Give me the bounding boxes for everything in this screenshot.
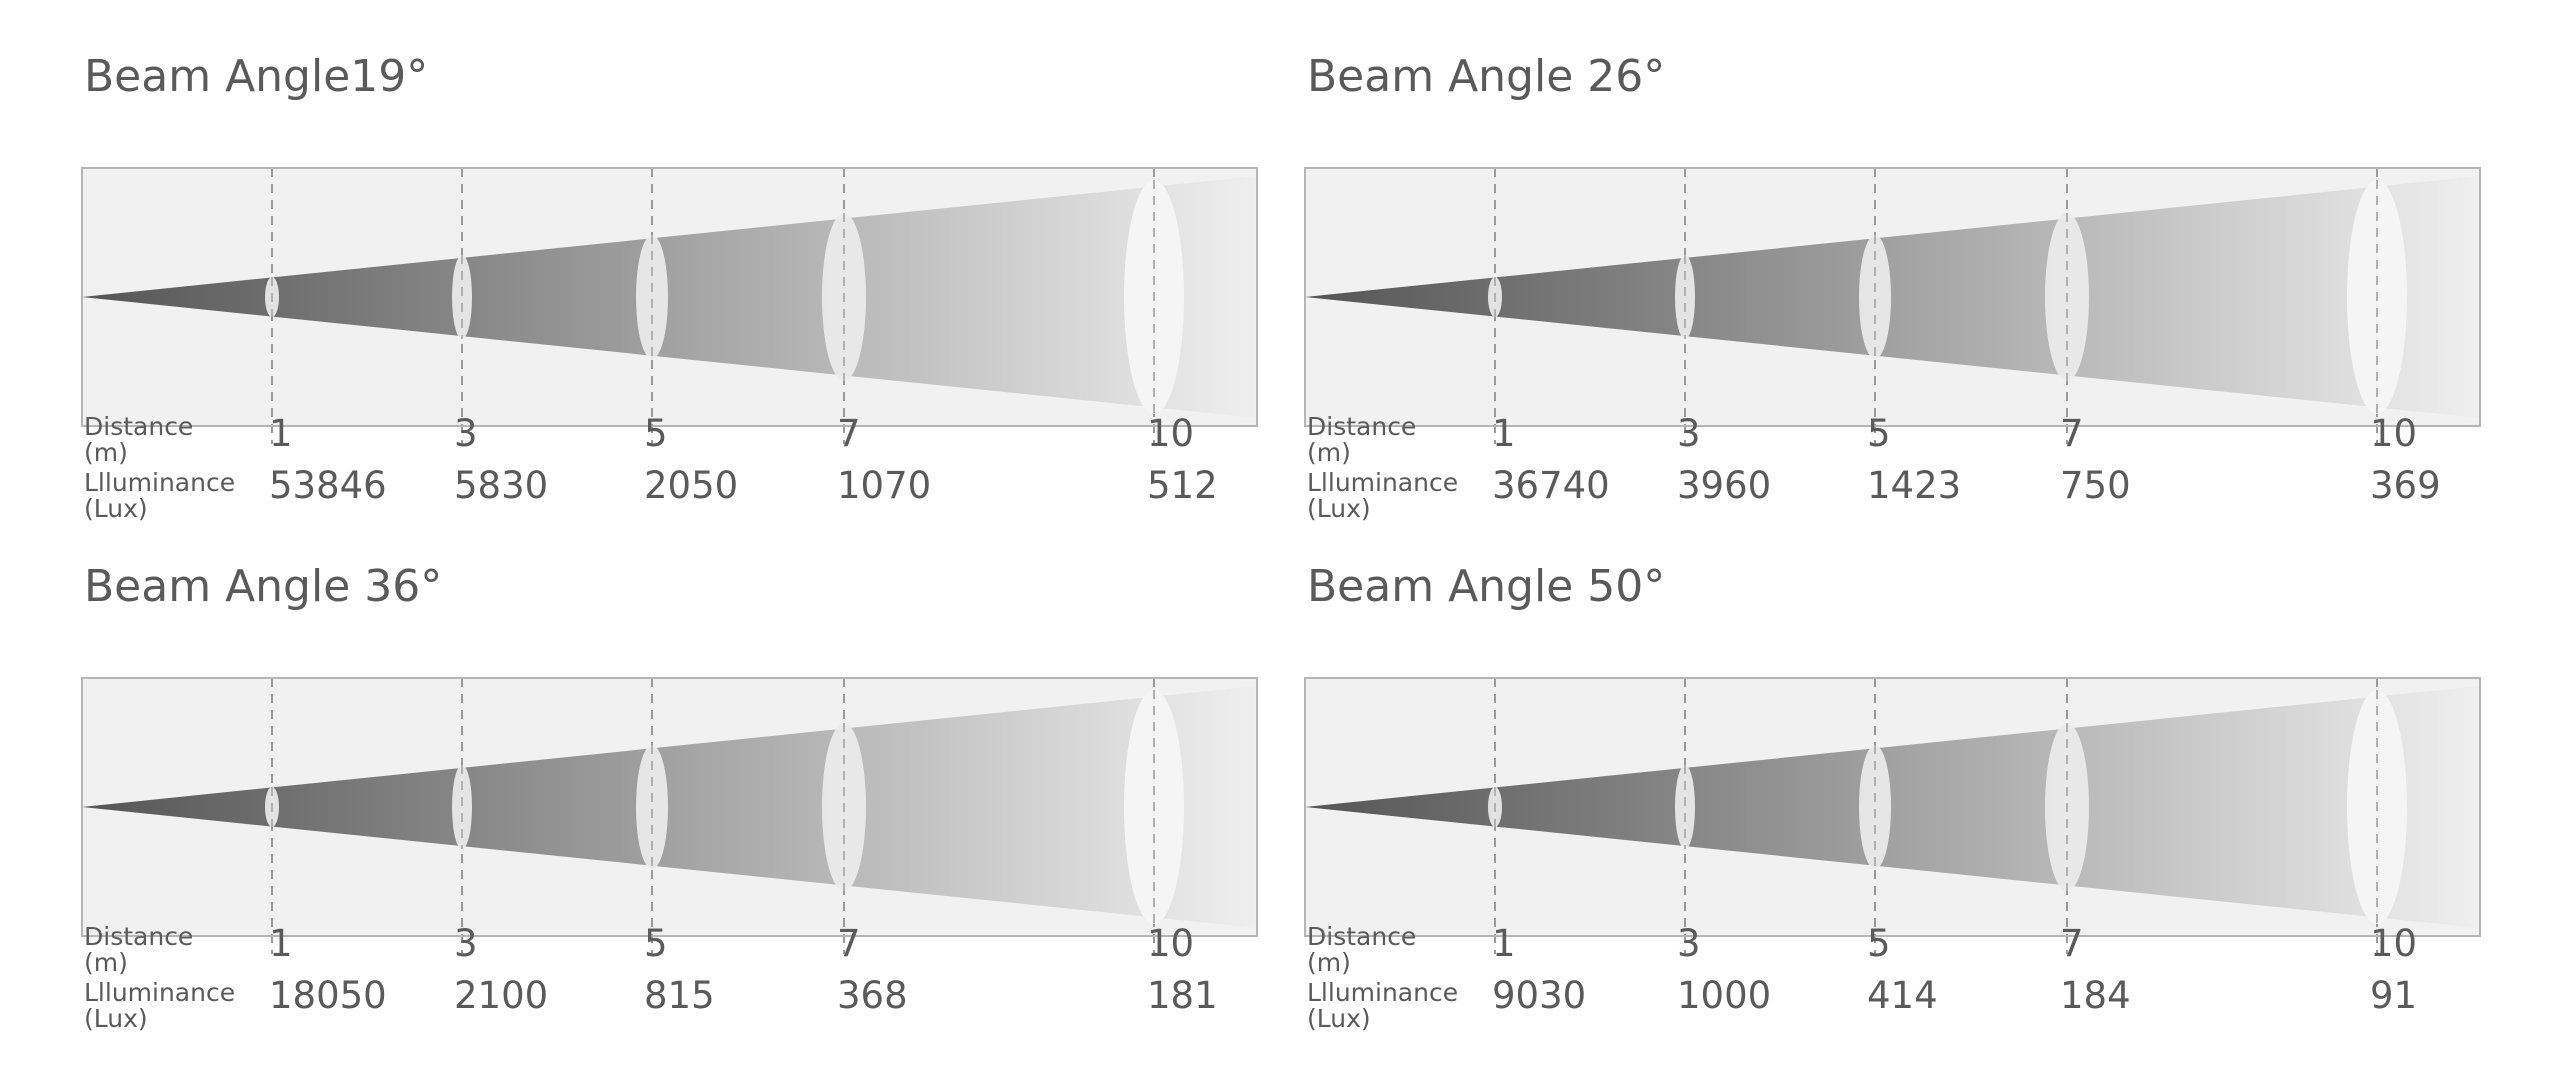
illuminance-value: 2050 <box>644 464 739 507</box>
illuminance-value: 1423 <box>1867 464 1962 507</box>
distance-value: 7 <box>837 412 861 455</box>
illuminance-value: 5830 <box>454 464 549 507</box>
distance-value: 3 <box>454 922 478 965</box>
beam-panel: Beam Angle 26° Distance (m) Llluminance (Lux… <box>1304 51 2485 562</box>
label-line: Distance <box>84 922 194 951</box>
distance-row-label: Distance (m) <box>1307 414 1416 466</box>
distance-row-label: Distance (m) <box>84 414 193 466</box>
distance-value: 1 <box>1492 412 1516 455</box>
distance-row-label: Distance (m) <box>84 924 193 976</box>
label-line: (m) <box>84 948 128 977</box>
illuminance-value: 512 <box>1147 464 1218 507</box>
beam-panel: Beam Angle 36° Distance (m) Llluminance (Lux… <box>81 561 1262 1072</box>
beam-cone <box>82 176 1257 418</box>
distance-value: 1 <box>1492 922 1516 965</box>
distance-value: 3 <box>1677 922 1701 965</box>
distance-value: 7 <box>2060 412 2084 455</box>
illuminance-value: 414 <box>1867 974 1938 1017</box>
illuminance-value: 1070 <box>837 464 932 507</box>
distance-value: 7 <box>837 922 861 965</box>
illuminance-row-label: Llluminance (Lux) <box>1307 470 1458 522</box>
distance-value: 1 <box>269 922 293 965</box>
illuminance-value: 184 <box>2060 974 2131 1017</box>
label-line: Llluminance <box>1307 468 1459 497</box>
distance-value: 1 <box>269 412 293 455</box>
beam-panel: Beam Angle 50° Distance (m) Llluminance (Lux… <box>1304 561 2485 1072</box>
panel-title: Beam Angle 26° <box>1307 51 1666 102</box>
illuminance-value: 750 <box>2060 464 2131 507</box>
illuminance-row-label: Llluminance (Lux) <box>84 980 235 1032</box>
illuminance-value: 3960 <box>1677 464 1772 507</box>
beam-spot-ellipse <box>1675 255 1695 339</box>
distance-value: 3 <box>1677 412 1701 455</box>
beam-spot-ellipse <box>1859 235 1891 359</box>
label-line: Distance <box>84 412 194 441</box>
diagram-frame <box>81 167 1258 427</box>
beam-spot-ellipse <box>636 235 668 359</box>
label-line: Llluminance <box>84 468 236 497</box>
beam-diagram <box>81 167 1258 444</box>
diagram-frame <box>1304 677 2481 937</box>
distance-value: 5 <box>644 922 668 965</box>
distance-row-label: Distance (m) <box>1307 924 1416 976</box>
beam-diagram <box>81 677 1258 954</box>
illuminance-value: 91 <box>2370 974 2418 1017</box>
label-line: (Lux) <box>1307 494 1371 523</box>
beam-spot-ellipse <box>452 765 472 849</box>
beam-spot-ellipse <box>636 745 668 869</box>
beam-diagram <box>1304 167 2481 444</box>
distance-value: 5 <box>644 412 668 455</box>
distance-value: 3 <box>454 412 478 455</box>
illuminance-value: 36740 <box>1492 464 1610 507</box>
illuminance-value: 18050 <box>269 974 387 1017</box>
distance-value: 10 <box>1147 922 1195 965</box>
label-line: Llluminance <box>84 978 236 1007</box>
illuminance-row-label: Llluminance (Lux) <box>84 470 235 522</box>
panel-title: Beam Angle 50° <box>1307 561 1666 612</box>
illuminance-value: 1000 <box>1677 974 1772 1017</box>
label-line: (m) <box>84 438 128 467</box>
illuminance-value: 369 <box>2370 464 2441 507</box>
distance-value: 5 <box>1867 412 1891 455</box>
label-line: (Lux) <box>84 494 148 523</box>
illuminance-value: 2100 <box>454 974 549 1017</box>
illuminance-value: 368 <box>837 974 908 1017</box>
diagram-frame <box>1304 167 2481 427</box>
diagram-frame <box>81 677 1258 937</box>
beam-spot-ellipse <box>1675 765 1695 849</box>
distance-value: 10 <box>1147 412 1195 455</box>
illuminance-value: 181 <box>1147 974 1218 1017</box>
beam-cone <box>1305 686 2480 928</box>
distance-value: 10 <box>2370 922 2418 965</box>
label-line: (m) <box>1307 438 1351 467</box>
panel-title: Beam Angle19° <box>84 51 429 102</box>
label-line: Distance <box>1307 922 1417 951</box>
beam-cone <box>1305 176 2480 418</box>
illuminance-value: 815 <box>644 974 715 1017</box>
illuminance-value: 9030 <box>1492 974 1587 1017</box>
beam-spot-ellipse <box>1859 745 1891 869</box>
beam-spot-ellipse <box>452 255 472 339</box>
distance-value: 10 <box>2370 412 2418 455</box>
illuminance-value: 53846 <box>269 464 387 507</box>
label-line: (Lux) <box>84 1004 148 1033</box>
distance-value: 5 <box>1867 922 1891 965</box>
beam-panel: Beam Angle19° Distance (m) Llluminance (Lux)… <box>81 51 1262 562</box>
label-line: (m) <box>1307 948 1351 977</box>
panel-title: Beam Angle 36° <box>84 561 443 612</box>
label-line: Distance <box>1307 412 1417 441</box>
label-line: Llluminance <box>1307 978 1459 1007</box>
distance-value: 7 <box>2060 922 2084 965</box>
beam-cone <box>82 686 1257 928</box>
illuminance-row-label: Llluminance (Lux) <box>1307 980 1458 1032</box>
beam-diagram <box>1304 677 2481 954</box>
label-line: (Lux) <box>1307 1004 1371 1033</box>
